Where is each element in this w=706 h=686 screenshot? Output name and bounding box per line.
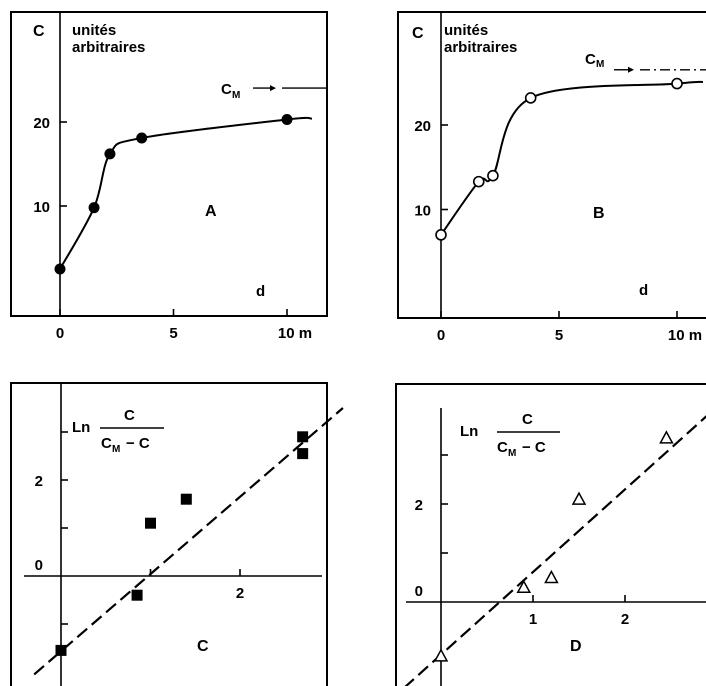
- panel-b-data-point: [524, 92, 537, 104]
- panel-b: C unités arbitraires B d C M: [397, 11, 706, 319]
- panel-c-letter: C: [197, 638, 209, 655]
- panel-b-xtick-label: 0: [437, 327, 445, 344]
- panel-d-data-point: [516, 579, 532, 594]
- panel-a-data-point: [88, 202, 100, 214]
- panel-a-data-point: [104, 148, 116, 160]
- panel-d-frac-den-tail: − C: [522, 439, 546, 456]
- panel-b-ytick-label: 10: [414, 203, 431, 220]
- panel-c-data-point: [297, 448, 309, 460]
- panel-b-letter: B: [593, 205, 605, 222]
- panel-d-xtick-label: 1: [529, 611, 537, 628]
- panel-d-data-point: [659, 430, 674, 444]
- panel-c-data-point: [145, 517, 156, 529]
- panel-d-frac-den-sub: M: [508, 448, 516, 459]
- panel-a-data-point: [136, 132, 148, 144]
- panel-a-asymptote-label: C: [221, 81, 232, 98]
- panel-b-asymptote-label: C: [585, 51, 596, 68]
- panel-b-data-point: [472, 175, 485, 188]
- panel-c-frac-den-tail: − C: [126, 435, 150, 452]
- panel-d-data-point: [544, 569, 559, 584]
- panel-a-xtick-label: 0: [56, 325, 64, 342]
- panel-c-data-point: [297, 431, 309, 443]
- panel-b-units-line1: unités: [444, 22, 488, 39]
- panel-d-xtick-label: 2: [621, 611, 629, 628]
- panel-d-frac-num: C: [522, 411, 533, 428]
- panel-d-data-point: [433, 648, 449, 662]
- panel-d-ytick-label: 0: [415, 583, 423, 600]
- panel-b-ylabel: C: [412, 25, 424, 42]
- panel-a-ylabel: C: [33, 23, 45, 40]
- panel-a-data-point: [54, 263, 66, 275]
- panel-c-frac-num: C: [124, 407, 135, 424]
- panel-c-ln-label: Ln: [72, 419, 90, 436]
- panel-c: Ln C C M − C C: [10, 382, 328, 686]
- panel-a-frame: [10, 11, 328, 317]
- panel-a-xtick-label: 10 m: [278, 325, 312, 342]
- panel-d-frac-den: C: [497, 439, 508, 456]
- panel-a-letter: A: [205, 203, 217, 220]
- panel-b-xtick-label: 10 m: [668, 327, 702, 344]
- panel-a-units-line2: arbitraires: [72, 39, 145, 56]
- panel-b-asymptote-arrowhead: [628, 66, 634, 73]
- panel-a-asymptote-sub: M: [232, 90, 240, 101]
- panel-a-ytick-label: 10: [33, 199, 50, 216]
- panel-b-asymptote-sub: M: [596, 59, 604, 70]
- panel-c-ytick-label: 0: [35, 557, 43, 574]
- panel-b-units-line2: arbitraires: [444, 39, 517, 56]
- panel-b-data-point: [671, 77, 683, 90]
- panel-d-ln-label: Ln: [460, 423, 478, 440]
- panel-d-fit-line: [404, 415, 706, 686]
- panel-a-xlabel: d: [256, 283, 265, 300]
- panel-b-fit-curve: [440, 80, 704, 236]
- panel-b-xtick-label: 5: [555, 327, 563, 344]
- panel-c-frac-den-sub: M: [112, 444, 120, 455]
- panel-c-frac-den: C: [101, 435, 112, 452]
- panel-c-fit-line: [33, 407, 344, 676]
- panel-d-frame: [395, 383, 706, 686]
- panel-a-fit-curve: [59, 116, 313, 270]
- panel-d-letter: D: [570, 638, 582, 655]
- panel-c-frame: [10, 382, 328, 686]
- panel-b-data-point: [435, 229, 447, 241]
- panel-c-data-point: [180, 493, 192, 505]
- panel-a-asymptote-arrowhead: [270, 85, 276, 92]
- panel-b-data-point: [487, 169, 499, 182]
- panel-b-ytick-label: 20: [414, 118, 431, 135]
- panel-a-units-line1: unités: [72, 22, 116, 39]
- panel-a: C unités arbitraires A d C M: [10, 11, 328, 317]
- panel-b-xlabel: d: [639, 282, 648, 299]
- panel-d: Ln C C M − C D: [395, 383, 706, 686]
- panel-a-ytick-label: 20: [33, 115, 50, 132]
- panel-a-xtick-label: 5: [169, 325, 177, 342]
- panel-c-xtick-label: 2: [236, 585, 244, 602]
- panel-d-ytick-label: 2: [415, 497, 423, 514]
- panel-b-frame: [397, 11, 706, 319]
- panel-a-data-point: [281, 113, 293, 125]
- panel-c-data-point: [131, 589, 143, 601]
- panel-d-data-point: [571, 491, 587, 505]
- panel-c-ytick-label: 2: [35, 473, 43, 490]
- panel-c-data-point: [55, 644, 67, 656]
